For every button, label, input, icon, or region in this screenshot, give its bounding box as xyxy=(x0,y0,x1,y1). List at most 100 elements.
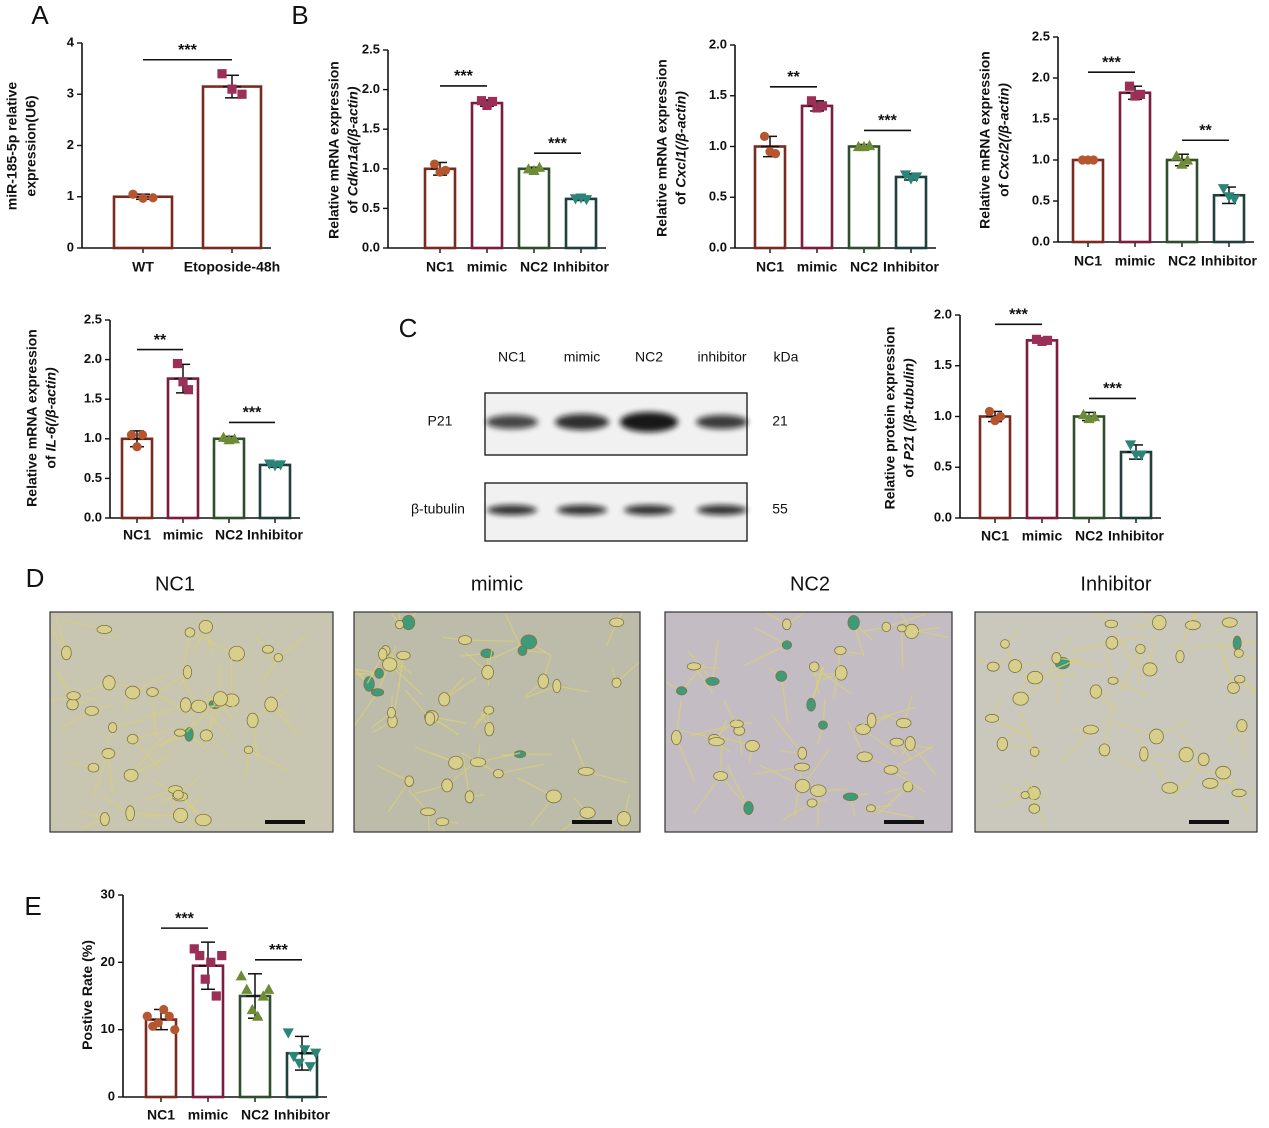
blot-band xyxy=(487,505,537,515)
y-tick-label: 0.0 xyxy=(362,239,380,254)
data-point xyxy=(237,89,247,99)
cell xyxy=(1221,617,1238,628)
data-point xyxy=(533,161,546,172)
cell-process xyxy=(753,766,803,775)
data-point xyxy=(217,69,227,79)
data-point xyxy=(806,96,817,106)
cell xyxy=(847,615,860,631)
y-tick-label: 1.0 xyxy=(84,430,102,445)
cell xyxy=(387,706,396,719)
bar xyxy=(423,167,457,250)
scale-bar xyxy=(1189,820,1229,824)
cell-process xyxy=(277,635,307,659)
cell xyxy=(611,677,622,688)
data-point xyxy=(487,96,498,107)
panel-label: E xyxy=(24,891,41,921)
x-tick-label: Inhibitor xyxy=(1201,253,1258,269)
cell xyxy=(273,653,284,663)
x-tick-label: NC1 xyxy=(147,1107,175,1123)
micrograph-border xyxy=(353,611,641,833)
cell xyxy=(1000,639,1010,649)
data-point xyxy=(227,84,237,94)
cell xyxy=(1232,635,1242,651)
y-tick-label: 0.0 xyxy=(1032,233,1050,248)
y-tick-label: 0.5 xyxy=(709,189,727,204)
cell xyxy=(484,721,495,737)
y-tick-label: 2.5 xyxy=(1032,28,1050,43)
significance-label: *** xyxy=(1103,381,1122,398)
cell-process xyxy=(871,706,916,722)
cell xyxy=(705,676,720,686)
cell xyxy=(897,624,907,633)
cell-process xyxy=(244,749,250,778)
micrograph xyxy=(50,612,333,832)
bar xyxy=(1072,415,1106,520)
micrograph-border xyxy=(664,611,953,833)
cell xyxy=(99,812,110,827)
cell-process xyxy=(675,737,696,783)
lane-label: inhibitor xyxy=(697,349,746,365)
data-point xyxy=(195,951,205,961)
cell xyxy=(1139,746,1149,762)
y-axis-label: Relative mRNA expression xyxy=(653,59,669,237)
micrograph xyxy=(975,612,1257,832)
data-point xyxy=(995,411,1006,422)
cell-process xyxy=(862,728,898,755)
y-tick-label: 1.0 xyxy=(362,160,380,175)
cell-process xyxy=(132,738,161,769)
cell xyxy=(537,673,549,689)
cell xyxy=(517,645,528,656)
data-point xyxy=(228,433,241,444)
data-point xyxy=(1181,154,1194,165)
cell-process xyxy=(870,807,915,819)
cell xyxy=(552,678,562,694)
cell xyxy=(1227,681,1240,694)
y-tick-label: 0.0 xyxy=(84,509,102,524)
cell-process xyxy=(50,695,74,702)
cell xyxy=(1152,615,1167,631)
cell xyxy=(382,657,398,672)
micrograph-bg xyxy=(50,612,333,832)
cell xyxy=(1051,652,1062,665)
cell xyxy=(1234,674,1246,684)
cell xyxy=(1233,648,1244,658)
cell-process xyxy=(743,644,788,666)
data-point xyxy=(235,970,247,981)
cell-process xyxy=(833,650,842,699)
data-point xyxy=(217,951,227,961)
y-tick-label: 1 xyxy=(67,188,74,203)
cell-process xyxy=(1070,642,1113,653)
data-point xyxy=(1228,194,1241,205)
protein-label: P21 xyxy=(428,413,453,429)
data-point xyxy=(1217,184,1230,195)
cell-process xyxy=(261,657,279,683)
y-axis-label-text: of xyxy=(344,200,360,214)
data-point xyxy=(863,139,876,151)
x-tick-label: NC2 xyxy=(520,259,548,275)
cell xyxy=(420,807,436,817)
y-axis-label-text: Relative mRNA expression xyxy=(976,51,992,229)
cell xyxy=(493,769,504,779)
data-point xyxy=(170,1025,180,1035)
cell xyxy=(818,720,828,730)
cell xyxy=(1202,777,1219,789)
bar xyxy=(258,463,292,520)
y-axis-label-italic: Cxcl1(/β-actin) xyxy=(672,91,688,188)
data-point xyxy=(178,377,188,387)
cell-process xyxy=(556,685,589,693)
x-tick-label: WT xyxy=(132,259,154,275)
blot-band xyxy=(696,415,748,429)
micrograph xyxy=(665,612,952,832)
y-tick-label: 20 xyxy=(101,954,115,969)
x-tick-label: mimic xyxy=(1115,253,1156,269)
cell xyxy=(1105,636,1119,650)
y-tick-label: 2.0 xyxy=(362,81,380,96)
cell xyxy=(374,668,384,679)
y-axis-label-text: of xyxy=(995,183,1011,197)
y-axis-label-text: expression(U6) xyxy=(22,95,38,196)
cell-process xyxy=(1103,703,1113,751)
y-axis-label-text: of xyxy=(672,191,688,205)
y-tick-label: 4 xyxy=(67,34,75,49)
significance-label: *** xyxy=(548,135,567,152)
cell xyxy=(435,817,450,827)
